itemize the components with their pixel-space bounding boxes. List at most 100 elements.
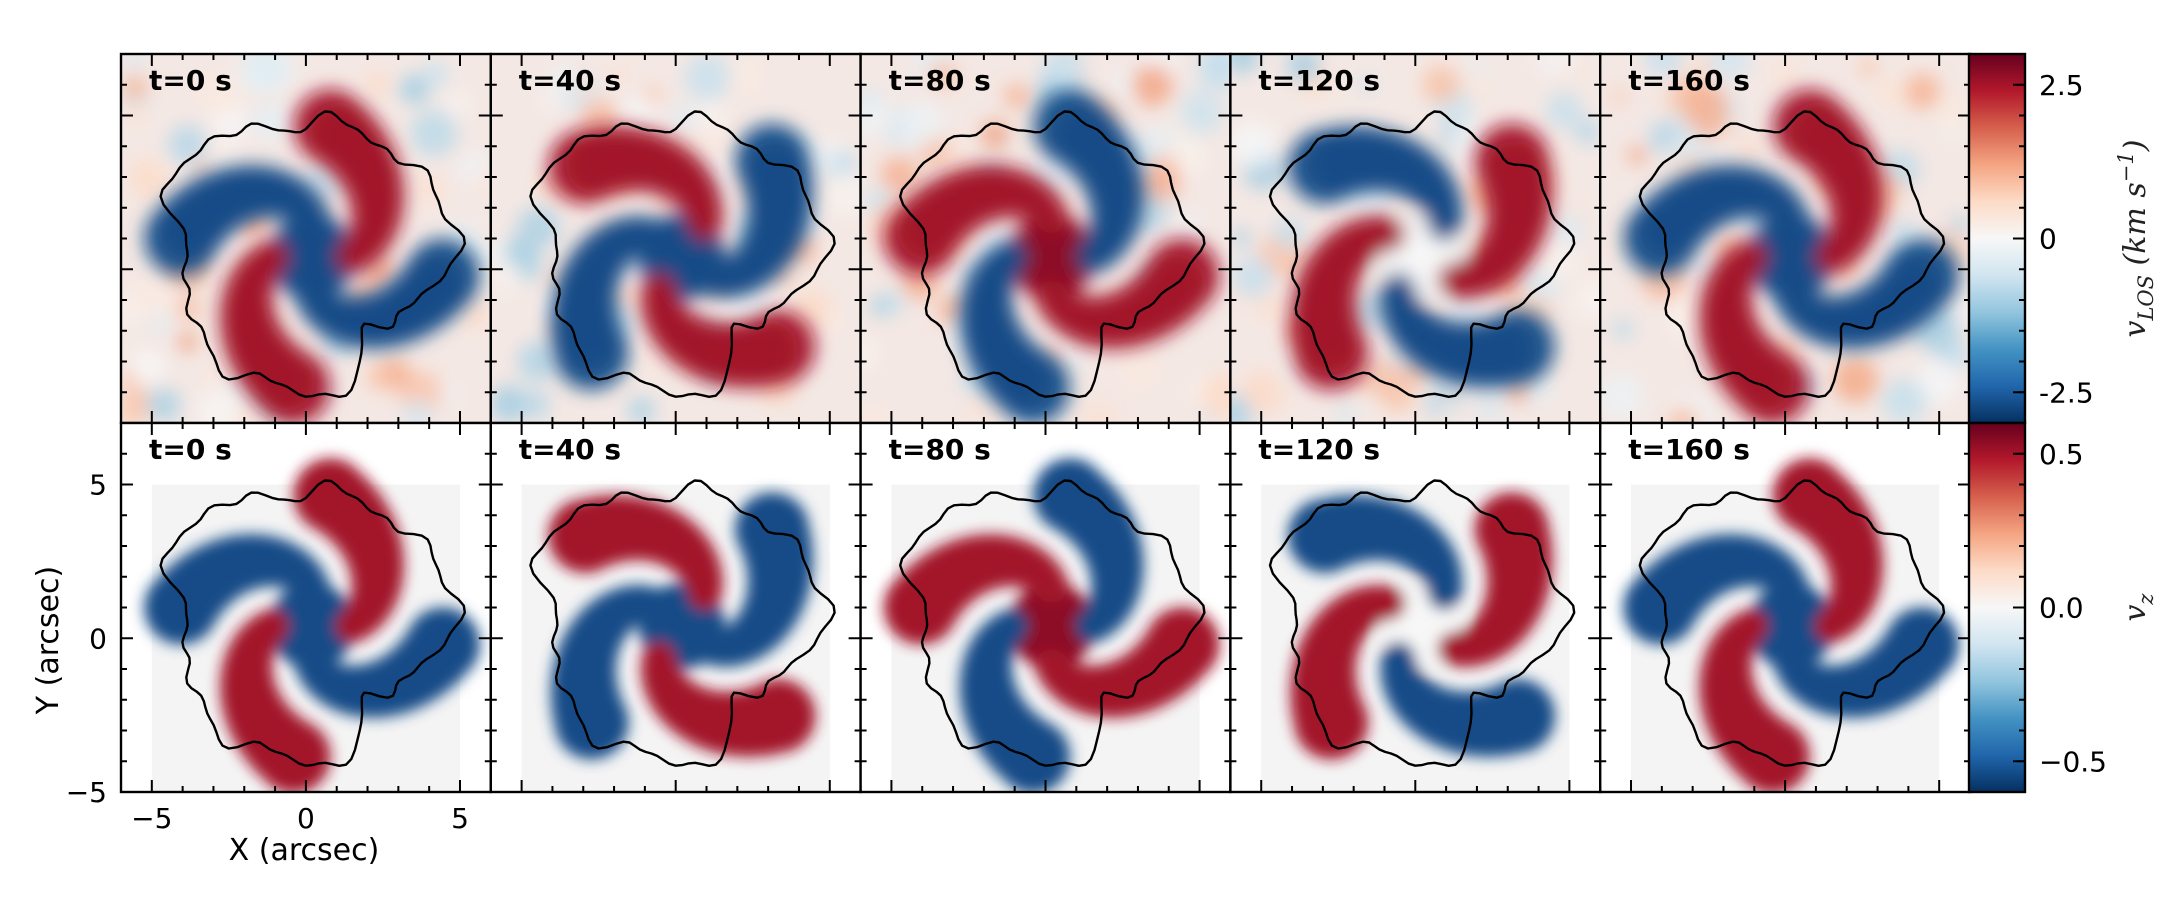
heatmap-cell bbox=[1610, 88, 1629, 106]
heatmap-cell bbox=[177, 332, 198, 352]
y-tick-label: −5 bbox=[66, 776, 107, 809]
panel-time-label: t=160 s bbox=[1628, 433, 1750, 466]
heatmap-cell bbox=[1709, 54, 1750, 81]
heatmap-cell bbox=[401, 399, 434, 423]
heatmap-arm bbox=[293, 89, 368, 164]
panel-time-label: t=80 s bbox=[889, 64, 991, 97]
heatmap-cell bbox=[1951, 294, 1970, 322]
heatmap-cell bbox=[1179, 90, 1224, 135]
heatmap-core bbox=[1748, 213, 1835, 301]
y-tick-label: 0 bbox=[89, 622, 107, 655]
umbra-contour bbox=[529, 479, 836, 767]
heatmap-cell bbox=[1915, 359, 1960, 405]
x-axis-label: X (arcsec) bbox=[229, 833, 380, 868]
heatmap-cell bbox=[259, 105, 294, 140]
y-axis-label: Y (arcsec) bbox=[31, 566, 66, 715]
heatmap-arm bbox=[883, 570, 958, 645]
heatmap-cell bbox=[1199, 373, 1231, 419]
umbra-contour bbox=[1268, 479, 1576, 767]
heatmap-arm bbox=[1481, 310, 1556, 385]
heatmap-cell bbox=[627, 396, 656, 423]
heatmap-arm bbox=[1033, 458, 1108, 533]
panel-time-label: t=160 s bbox=[1628, 64, 1750, 97]
heatmap-cell bbox=[897, 101, 945, 149]
colorbar-tick-label: 0 bbox=[2039, 223, 2057, 256]
heatmap-arm bbox=[1735, 350, 1810, 423]
colorbar-tick-label: 0.5 bbox=[2039, 438, 2084, 471]
heatmap-arm bbox=[735, 123, 810, 198]
heatmap-arm bbox=[405, 607, 480, 682]
heatmap-cell bbox=[826, 171, 861, 215]
umbra-contour bbox=[159, 110, 466, 398]
heatmap-cell bbox=[860, 89, 881, 111]
heatmap-cell bbox=[1681, 84, 1730, 133]
heatmap-arm bbox=[883, 201, 958, 276]
heatmap-cell bbox=[1688, 257, 1707, 275]
heatmap-arm bbox=[741, 679, 816, 754]
heatmap-arm bbox=[554, 316, 629, 391]
heatmap-cell bbox=[490, 385, 528, 423]
heatmap-cell bbox=[669, 104, 697, 132]
heatmap-cell bbox=[492, 261, 523, 292]
heatmap-cell bbox=[414, 173, 446, 205]
x-tick-label: −5 bbox=[131, 802, 172, 835]
panel-time-label: t=80 s bbox=[889, 433, 991, 466]
umbra-contour bbox=[1638, 110, 1946, 398]
heatmap-arm bbox=[293, 458, 368, 533]
heatmap-cell bbox=[1350, 291, 1391, 332]
umbra-contour bbox=[529, 110, 836, 398]
panel-time-label: t=40 s bbox=[519, 433, 621, 466]
heatmap-cell bbox=[963, 391, 994, 421]
heatmap-cell bbox=[1545, 91, 1583, 130]
heatmap-cell bbox=[860, 406, 890, 423]
heatmap-cell bbox=[517, 206, 560, 250]
heatmap-cell bbox=[176, 296, 201, 321]
panel-r1-c3: t=80 s bbox=[859, 52, 1232, 425]
heatmap-cell bbox=[1272, 216, 1306, 250]
colorbar-tick-label: -2.5 bbox=[2039, 376, 2094, 409]
heatmap-cell bbox=[129, 349, 165, 386]
heatmap-cell bbox=[684, 54, 731, 101]
heatmap-arm bbox=[1885, 607, 1960, 682]
y-tick-label: 5 bbox=[89, 469, 107, 502]
umbra-contour bbox=[899, 479, 1206, 767]
heatmap-cell bbox=[872, 191, 890, 208]
colorbar-tick-label: 2.5 bbox=[2039, 69, 2084, 102]
heatmap-arm bbox=[1772, 458, 1847, 533]
heatmap-arm bbox=[1772, 89, 1847, 164]
heatmap-cell bbox=[128, 274, 174, 320]
heatmap-cell bbox=[237, 407, 256, 423]
heatmap-cell bbox=[1334, 402, 1357, 423]
heatmap-arm bbox=[548, 129, 623, 204]
heatmap-arm bbox=[1885, 238, 1960, 313]
heatmap-arm bbox=[1287, 129, 1362, 204]
heatmap-cell bbox=[1832, 357, 1879, 403]
heatmap-cell bbox=[127, 159, 169, 200]
heatmap-cell bbox=[1573, 279, 1601, 318]
x-tick-label: 0 bbox=[297, 802, 315, 835]
heatmap-cell bbox=[1004, 83, 1030, 110]
heatmap-arm bbox=[996, 350, 1071, 423]
colorbar-2: 0.5 0.0 −0.5 vz bbox=[1967, 421, 2158, 794]
heatmap-cell bbox=[121, 396, 149, 423]
heatmap-cell bbox=[1166, 137, 1208, 178]
heatmap-cell bbox=[1363, 358, 1403, 398]
heatmap-arm bbox=[1481, 679, 1556, 754]
heatmap-cell bbox=[1358, 75, 1376, 93]
heatmap-arm bbox=[405, 238, 480, 313]
panel-r1-c1: t=0 s bbox=[119, 52, 492, 425]
heatmap-arm bbox=[1474, 123, 1549, 198]
heatmap-cell bbox=[929, 61, 957, 89]
panel-time-label: t=0 s bbox=[149, 433, 232, 466]
heatmap-cell bbox=[167, 124, 208, 165]
heatmap-cell bbox=[1667, 406, 1699, 423]
heatmap-cell bbox=[1950, 216, 1969, 235]
heatmap-cell bbox=[1643, 54, 1685, 77]
heatmap-arm bbox=[256, 719, 331, 792]
umbra-contour bbox=[1268, 110, 1576, 398]
colorbar-tick-label: 0.0 bbox=[2039, 592, 2084, 625]
panel-time-label: t=40 s bbox=[519, 64, 621, 97]
heatmap-cell bbox=[1935, 97, 1966, 128]
heatmap-cell bbox=[610, 65, 630, 85]
